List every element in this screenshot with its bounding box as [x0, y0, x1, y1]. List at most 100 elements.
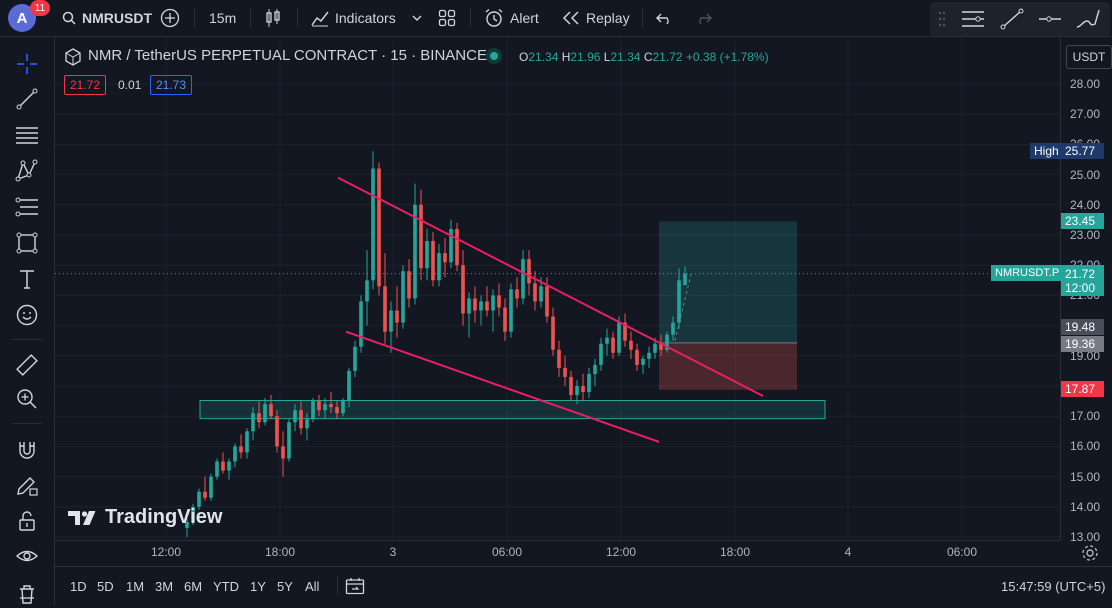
drag-handle-icon[interactable] — [938, 11, 946, 27]
candle-body — [395, 310, 399, 323]
range-button-3m[interactable]: 3M — [155, 579, 174, 594]
trend-line-icon[interactable] — [1000, 8, 1024, 30]
candle-body — [449, 228, 453, 263]
left-toolbar-more[interactable] — [0, 592, 54, 605]
text-tool[interactable] — [13, 265, 41, 293]
candle-body — [329, 404, 333, 408]
remove-drawings-tool[interactable] — [13, 580, 41, 608]
brush-icon[interactable] — [1075, 7, 1101, 31]
chart-type-button[interactable] — [264, 6, 282, 30]
candle-body — [677, 280, 681, 323]
candle-body — [569, 376, 573, 396]
candle-body — [335, 407, 339, 414]
candle-body — [203, 491, 207, 498]
currency-select[interactable]: USDT — [1066, 45, 1112, 69]
candles-icon — [266, 9, 280, 27]
candle-body — [497, 295, 501, 308]
market-status-indicator[interactable] — [486, 48, 502, 64]
chart-settings-button[interactable] — [1081, 544, 1099, 565]
range-button-5d[interactable]: 5D — [97, 579, 114, 594]
chart-legend-title[interactable]: NMR / TetherUS PERPETUAL CONTRACT · 15 ·… — [88, 47, 487, 64]
range-button-1d[interactable]: 1D — [70, 579, 87, 594]
horizontal-lines-icon[interactable] — [960, 8, 986, 30]
symbol-logo — [64, 48, 82, 69]
time-tick-label: 06:00 — [491, 545, 523, 559]
measure-tool[interactable] — [13, 351, 41, 379]
pattern-tool[interactable] — [13, 157, 41, 185]
time-axis[interactable] — [55, 540, 1060, 567]
replay-label: Replay — [586, 10, 630, 26]
candle-body — [587, 373, 591, 393]
candle-body — [269, 404, 273, 417]
avatar-letter: A — [16, 9, 28, 27]
candle-body — [383, 286, 387, 332]
support-zone — [199, 399, 826, 420]
zoom-tool[interactable] — [13, 385, 41, 413]
candle-body — [443, 253, 447, 263]
candle-body — [683, 273, 687, 286]
interval-button[interactable]: 15m — [209, 6, 236, 30]
price-tick-label: 14.00 — [1070, 499, 1101, 514]
buy-button[interactable]: 21.73 — [150, 75, 193, 95]
candle-body — [251, 413, 255, 432]
range-button-1m[interactable]: 1M — [126, 579, 145, 594]
candle-body — [263, 404, 267, 423]
price-chart[interactable] — [55, 37, 1060, 540]
clock-timezone[interactable]: 15:47:59 (UTC+5) — [1001, 579, 1106, 594]
candle-body — [665, 334, 669, 350]
indicators-button[interactable]: Indicators — [311, 6, 396, 30]
projection-line — [674, 274, 692, 341]
hide-drawings-tool[interactable] — [13, 542, 41, 570]
stop-price-tag: 17.87 — [1061, 381, 1104, 397]
forecast-tool[interactable] — [13, 193, 41, 221]
range-button-6m[interactable]: 6M — [184, 579, 203, 594]
range-button-all[interactable]: All — [305, 579, 320, 594]
candle-body — [659, 343, 663, 350]
candle-body — [509, 289, 513, 332]
symbol-search-button[interactable]: NMRUSDT — [62, 6, 152, 30]
compare-button[interactable] — [160, 6, 180, 30]
candle-body — [293, 410, 297, 423]
lock-drawings-tool[interactable] — [13, 507, 41, 535]
magnet-tool[interactable] — [13, 436, 41, 464]
trend-line-tool[interactable] — [13, 85, 41, 113]
shapes-tool[interactable] — [13, 229, 41, 257]
loss-zone — [659, 342, 797, 390]
range-button-5y[interactable]: 5Y — [277, 579, 293, 594]
range-button-1y[interactable]: 1Y — [250, 579, 266, 594]
candle-body — [533, 283, 537, 302]
layouts-button[interactable] — [438, 6, 456, 30]
candle-body — [611, 337, 615, 353]
symbol-price-label: NMRUSDT.P — [991, 265, 1064, 281]
upper-wedge-line — [337, 176, 764, 397]
candle-body — [401, 271, 405, 323]
redo-button[interactable] — [694, 6, 712, 30]
candle-body — [515, 289, 519, 299]
candle-body — [299, 410, 303, 429]
sell-button[interactable]: 21.72 — [64, 75, 107, 95]
candle-body — [407, 271, 411, 299]
icons-tool[interactable] — [13, 301, 41, 329]
candle-body — [635, 349, 639, 365]
notification-badge: 11 — [30, 0, 50, 16]
candle-body — [413, 204, 417, 299]
alert-button[interactable]: Alert — [484, 6, 539, 30]
goto-date-button[interactable] — [345, 577, 365, 598]
candle-body — [287, 422, 291, 459]
drawing-mode-tool[interactable] — [13, 471, 41, 499]
price-tick-label: 15.00 — [1070, 469, 1101, 484]
replay-button[interactable]: Replay — [562, 6, 630, 30]
undo-button[interactable] — [656, 6, 674, 30]
candle-body — [323, 404, 327, 411]
horizontal-ray-icon[interactable] — [1038, 8, 1062, 30]
candle-body — [365, 280, 369, 302]
indicator-templates-button[interactable] — [411, 6, 423, 30]
price-tick-label: 24.00 — [1070, 197, 1101, 212]
candle-body — [605, 337, 609, 344]
crosshair-tool[interactable] — [13, 50, 41, 78]
range-button-ytd[interactable]: YTD — [213, 579, 239, 594]
fib-tool[interactable] — [13, 121, 41, 149]
candle-body — [389, 310, 393, 332]
chart-pane[interactable] — [55, 37, 1060, 540]
candle-body — [197, 491, 201, 507]
